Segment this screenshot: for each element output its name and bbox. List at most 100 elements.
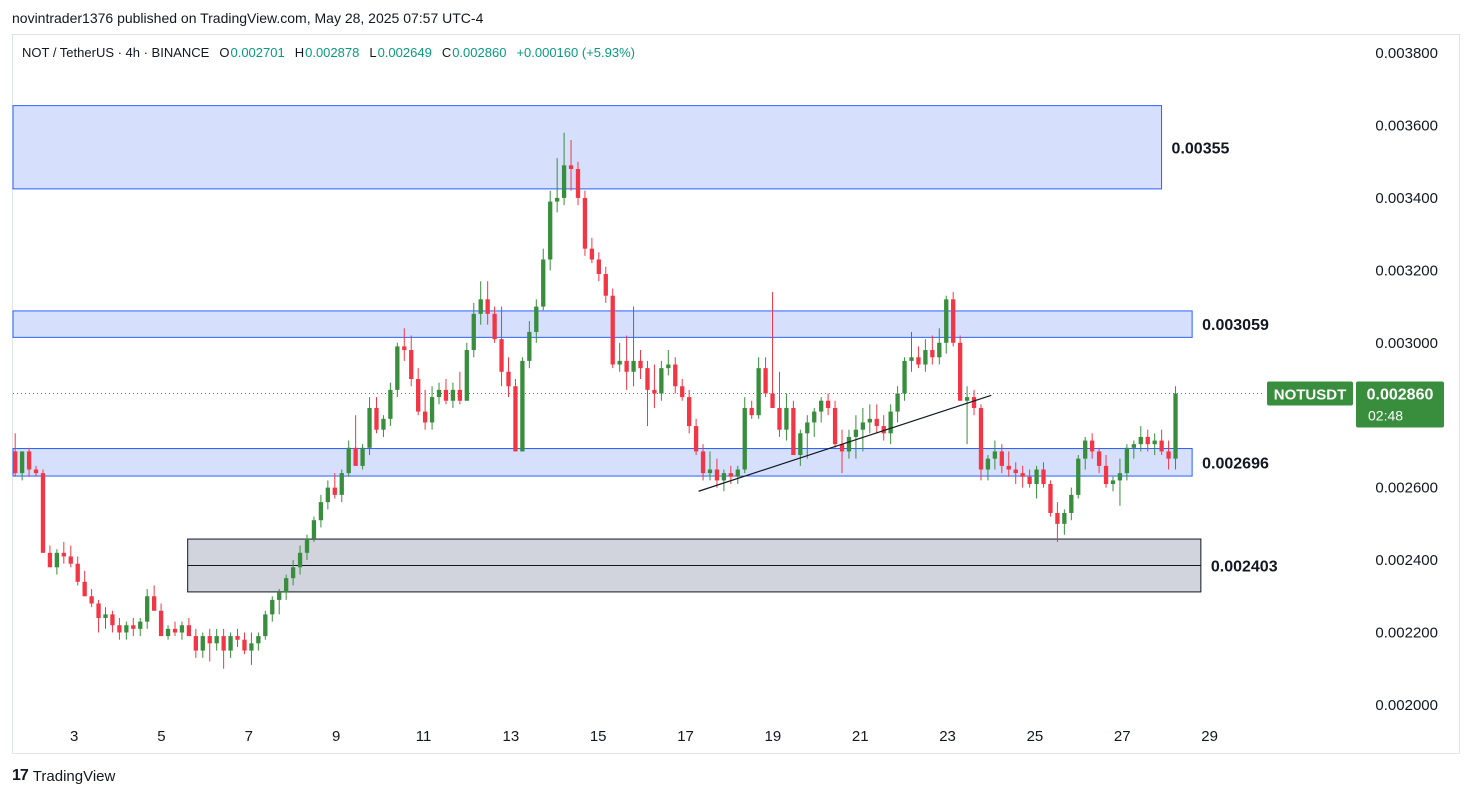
candle-body [707, 469, 713, 474]
candle-body [1027, 476, 1032, 485]
candle-body [284, 578, 289, 593]
candle-body [721, 473, 727, 481]
candle-body [416, 379, 421, 412]
low-value: 0.002649 [377, 45, 432, 60]
chart-legend: NOT / TetherUS · 4h · BINANCE O 0.002701 … [22, 45, 635, 60]
resistance-zone-middle-label: 0.003059 [1202, 317, 1269, 334]
candle-body [756, 368, 761, 416]
candle-body [26, 451, 32, 470]
candle-body [1138, 436, 1143, 445]
x-tick-label: 11 [416, 728, 432, 745]
candle-body [228, 636, 233, 651]
y-tick-label: 0.003800 [1375, 45, 1438, 62]
candle-body [1013, 469, 1018, 474]
candle-body [992, 451, 998, 459]
candle-body [874, 418, 879, 427]
candle-body [429, 397, 435, 423]
candle-body [541, 259, 546, 307]
candle-body [499, 339, 504, 372]
candle-body [506, 371, 511, 387]
candle-body [916, 357, 921, 365]
candle-body [1173, 393, 1178, 459]
candle-body [839, 444, 845, 452]
candle-body [617, 360, 622, 365]
candle-body [568, 165, 574, 169]
candle-body [457, 389, 463, 401]
candle-body [478, 299, 483, 314]
candle-body [471, 313, 476, 351]
candle-body [680, 386, 685, 398]
candle-body [103, 614, 108, 618]
candle-body [638, 360, 643, 369]
candle-body [985, 458, 991, 470]
y-tick-label: 0.002000 [1375, 697, 1438, 714]
candle-body [853, 429, 859, 437]
candle-body [1076, 458, 1081, 495]
footer-brand[interactable]: 17 TradingView [12, 767, 115, 785]
candle-body [325, 487, 331, 503]
candle-body [61, 552, 66, 557]
candle-body [353, 447, 358, 466]
candle-body [485, 299, 490, 314]
candle-body [937, 342, 942, 358]
y-tick-label: 0.002400 [1375, 552, 1438, 569]
candle-body [631, 360, 636, 372]
candle-body [957, 342, 963, 401]
candle-body [895, 393, 900, 412]
candle-body [68, 556, 73, 564]
candle-body [1117, 473, 1123, 481]
candle-body [436, 389, 442, 398]
open-label: O [219, 45, 230, 60]
candle-body [999, 451, 1004, 466]
x-tick-label: 23 [939, 728, 956, 745]
candle-body [13, 451, 18, 474]
candle-body [263, 614, 268, 637]
candle-body [75, 563, 80, 582]
candle-body [909, 357, 914, 361]
candle-body [89, 596, 94, 604]
candle-body [923, 350, 928, 365]
candle-body [290, 567, 296, 579]
candle-body [151, 596, 157, 611]
candle-body [186, 625, 192, 637]
support-zone-blue-label: 0.002696 [1202, 455, 1269, 472]
candle-body [172, 628, 178, 633]
candle-body [277, 592, 282, 600]
candle-body [548, 201, 553, 260]
candle-body [1041, 469, 1046, 485]
candle-body [763, 368, 768, 394]
candle-body [867, 418, 872, 423]
tradingview-logo-icon: 17 [12, 767, 29, 784]
candle-body [575, 168, 581, 198]
candle-body [777, 407, 782, 430]
candle-body [242, 639, 247, 651]
candle-body [659, 368, 664, 394]
candle-body [158, 610, 164, 637]
candle-body [249, 643, 254, 651]
candle-body [652, 389, 657, 394]
candle-body [527, 331, 532, 361]
candle-body [513, 386, 518, 452]
x-tick-label: 13 [503, 728, 520, 745]
candle-body [450, 389, 456, 401]
candle-body [443, 389, 449, 401]
candle-body [19, 451, 25, 474]
candle-body [82, 581, 87, 597]
candle-body [422, 411, 428, 423]
candle-body [464, 350, 469, 401]
candle-body [367, 407, 372, 448]
close-value: 0.002860 [452, 45, 507, 60]
candle-body [791, 407, 796, 456]
candle-body [582, 197, 588, 249]
candle-body [339, 473, 344, 495]
candle-body [388, 389, 393, 419]
open-value: 0.002701 [230, 45, 285, 60]
high-value: 0.002878 [305, 45, 360, 60]
candle-body [40, 473, 46, 553]
candle-body [381, 418, 386, 430]
candle-body [881, 426, 886, 434]
candle-body [846, 436, 852, 452]
trendline [698, 394, 992, 492]
candle-body [492, 313, 497, 340]
